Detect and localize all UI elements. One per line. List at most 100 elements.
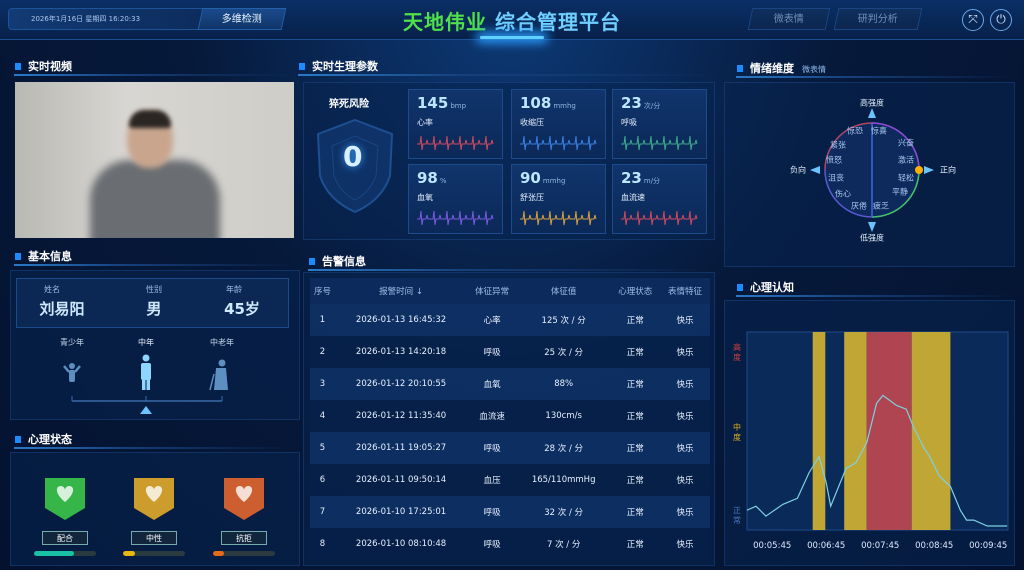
vital-card[interactable]: 23 次/分 呼吸 xyxy=(612,89,707,159)
arrow-left-icon xyxy=(810,166,820,174)
table-cell: 7 xyxy=(310,496,335,528)
table-row[interactable]: 4 2026-01-12 11:35:40 血流速 130cm/s 正常 快乐 xyxy=(310,400,710,432)
waveform xyxy=(417,135,494,151)
video-feed[interactable] xyxy=(15,82,294,238)
emotion-wheel xyxy=(810,108,934,232)
heart-shield-icon xyxy=(134,478,174,520)
emotion-label: 愤怒 xyxy=(826,155,842,165)
emotion-marker xyxy=(915,166,923,174)
table-cell: 7 次 / 分 xyxy=(517,528,611,560)
emotion-label: 惊恐 xyxy=(847,126,863,136)
table-cell: 2026-01-12 11:35:40 xyxy=(334,400,468,432)
column-header[interactable]: 序号 xyxy=(310,278,335,304)
title-glow xyxy=(480,36,544,39)
nav-label: 研判分析 xyxy=(857,14,898,25)
age-group-middle: 中年 xyxy=(138,338,154,347)
table-cell: 快乐 xyxy=(660,336,710,368)
table-row[interactable]: 2 2026-01-13 14:20:18 呼吸 25 次 / 分正常 快乐 xyxy=(310,336,710,368)
section-label: 实时视频 xyxy=(28,60,72,73)
axis-high: 高强度 xyxy=(860,98,884,108)
table-row[interactable]: 6 2026-01-11 09:50:14 血压 165/110mmHg 正常 快乐 xyxy=(310,464,710,496)
vitals-title: 实时生理参数 xyxy=(298,59,718,76)
table-row[interactable]: 1 2026-01-13 16:45:32 心率 125 次 / 分正常 快乐 xyxy=(310,304,710,336)
age-label: 年龄 xyxy=(226,285,242,294)
section-label: 实时生理参数 xyxy=(312,60,378,73)
table-cell: 1 xyxy=(310,304,335,336)
elder-icon xyxy=(209,359,228,391)
arrow-right-icon xyxy=(924,166,934,174)
table-cell: 正常 xyxy=(610,304,661,336)
cognition-chart: 00:05:45 00:06:45 00:07:45 00:08:45 00:09:45… xyxy=(733,331,1009,551)
table-cell: 正常 xyxy=(610,432,661,464)
nav-micro-expression[interactable]: 微表情 xyxy=(747,8,831,30)
table-cell: 6 xyxy=(310,464,335,496)
table-row[interactable]: 7 2026-01-10 17:25:01 呼吸 32 次 / 分正常 快乐 xyxy=(310,496,710,528)
psych-level-bar xyxy=(213,551,275,556)
alarm-table: 序号 报警时间 ↓ 体征异常 体征值 心理状态 表情特征 1 2026-01-13 16:45… xyxy=(310,278,710,560)
table-cell: 125 次 / 分 xyxy=(517,304,611,336)
vital-value: 108 mmhg xyxy=(520,94,576,112)
column-header[interactable]: 表情特征 xyxy=(660,278,710,304)
vital-value: 145 bmp xyxy=(417,94,467,112)
table-cell: 血流速 xyxy=(467,400,518,432)
emotion-label: 厌倦 xyxy=(851,201,867,211)
vital-card[interactable]: 108 mmhg 收缩压 xyxy=(511,89,606,159)
section-label: 基本信息 xyxy=(28,250,72,263)
vital-card[interactable]: 145 bmp 心率 xyxy=(408,89,503,159)
y-level-label: 中 xyxy=(733,422,741,432)
vital-card[interactable]: 98% 血氧 xyxy=(408,164,503,234)
y-level-label: 正 xyxy=(733,506,741,515)
cognition-title: 心理认知 xyxy=(736,280,1016,297)
emotion-label: 紧张 xyxy=(830,140,846,150)
y-level-label: 常 xyxy=(733,516,741,525)
table-cell: 8 xyxy=(310,528,335,560)
table-cell: 正常 xyxy=(610,336,661,368)
emotion-label: 伤心 xyxy=(835,189,851,199)
x-tick-label: 00:07:45 xyxy=(861,541,899,551)
table-cell: 32 次 / 分 xyxy=(517,496,611,528)
column-header[interactable]: 体征值 xyxy=(517,278,611,304)
vital-label: 心率 xyxy=(417,118,433,127)
table-cell: 呼吸 xyxy=(467,528,518,560)
table-cell: 2026-01-13 14:20:18 xyxy=(334,336,468,368)
fullscreen-icon[interactable]: ⤧ xyxy=(962,9,984,31)
nav-analysis[interactable]: 研判分析 xyxy=(833,8,923,30)
column-header[interactable]: 体征异常 xyxy=(467,278,518,304)
table-cell: 2026-01-10 08:10:48 xyxy=(334,528,468,560)
level-band xyxy=(866,332,912,530)
child-icon xyxy=(63,363,81,382)
basic-info-title: 基本信息 xyxy=(14,249,294,266)
vital-label: 血流速 xyxy=(621,193,645,202)
table-cell: 5 xyxy=(310,432,335,464)
video-section-title: 实时视频 xyxy=(14,59,294,76)
table-cell: 血氧 xyxy=(467,368,518,400)
title-brand: 天地伟业 xyxy=(403,10,488,34)
risk-value: 0 xyxy=(343,140,363,173)
column-header[interactable]: 心理状态 xyxy=(610,278,661,304)
page-title: 天地伟业 综合管理平台 xyxy=(0,6,1024,35)
y-level-label: 高 xyxy=(733,342,741,352)
y-level-label: 度 xyxy=(733,432,741,442)
risk-label: 猝死风险 xyxy=(329,99,369,110)
column-header[interactable]: 报警时间 ↓ xyxy=(334,278,468,304)
section-label: 情绪维度 xyxy=(750,62,794,75)
arrow-down-icon xyxy=(868,222,876,232)
vital-label: 收缩压 xyxy=(520,118,544,127)
psych-level-bar xyxy=(123,551,185,556)
vital-card[interactable]: 23 m/分 血流速 xyxy=(612,164,707,234)
vital-label: 血氧 xyxy=(417,193,433,202)
vital-value: 90 mmhg xyxy=(520,169,566,187)
gender-label: 性别 xyxy=(146,285,162,294)
table-row[interactable]: 3 2026-01-12 20:10:55 血氧 88% 正常 快乐 xyxy=(310,368,710,400)
vital-card[interactable]: 90 mmhg 舒张压 xyxy=(511,164,606,234)
table-cell: 呼吸 xyxy=(467,336,518,368)
table-row[interactable]: 5 2026-01-11 19:05:27 呼吸 28 次 / 分正常 快乐 xyxy=(310,432,710,464)
age-value: 45岁 xyxy=(224,300,260,318)
table-row[interactable]: 8 2026-01-10 08:10:48 呼吸 7 次 / 分正常 快乐 xyxy=(310,528,710,560)
table-cell: 快乐 xyxy=(660,400,710,432)
table-cell: 2026-01-13 16:45:32 xyxy=(334,304,468,336)
table-cell: 2026-01-11 09:50:14 xyxy=(334,464,468,496)
table-cell: 血压 xyxy=(467,464,518,496)
vital-label: 舒张压 xyxy=(520,193,544,202)
power-icon[interactable]: ⏻ xyxy=(990,9,1012,31)
